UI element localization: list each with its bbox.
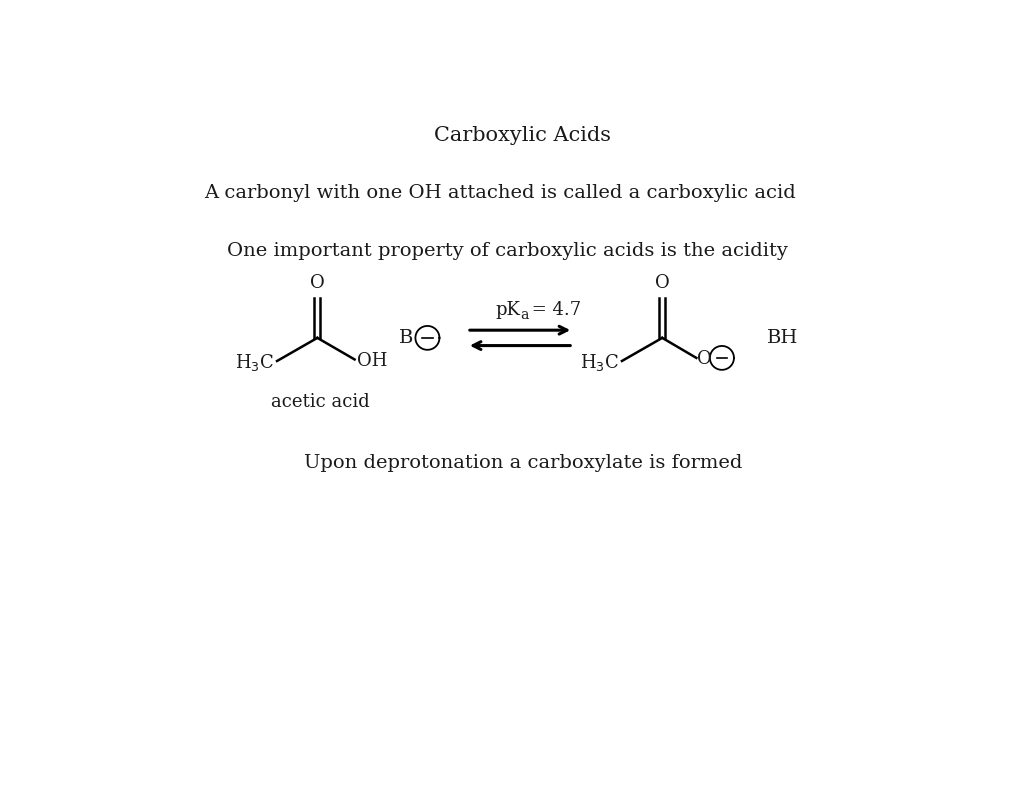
Text: BH: BH	[766, 329, 797, 347]
Text: O: O	[654, 274, 668, 292]
Text: H$_3$C: H$_3$C	[234, 352, 274, 373]
Text: pK: pK	[494, 301, 520, 319]
Text: O: O	[310, 274, 324, 292]
Text: acetic acid: acetic acid	[271, 393, 369, 411]
Text: Carboxylic Acids: Carboxylic Acids	[434, 126, 610, 145]
Text: One important property of carboxylic acids is the acidity: One important property of carboxylic aci…	[226, 242, 787, 260]
Text: H$_3$C: H$_3$C	[579, 352, 619, 373]
Text: OH: OH	[357, 352, 387, 370]
Text: Upon deprotonation a carboxylate is formed: Upon deprotonation a carboxylate is form…	[304, 454, 741, 472]
Text: a: a	[520, 308, 528, 322]
Text: B: B	[398, 329, 414, 347]
Text: O: O	[696, 350, 711, 368]
Text: A carbonyl with one OH attached is called a carboxylic acid: A carbonyl with one OH attached is calle…	[204, 184, 795, 202]
Text: = 4.7: = 4.7	[526, 301, 581, 319]
